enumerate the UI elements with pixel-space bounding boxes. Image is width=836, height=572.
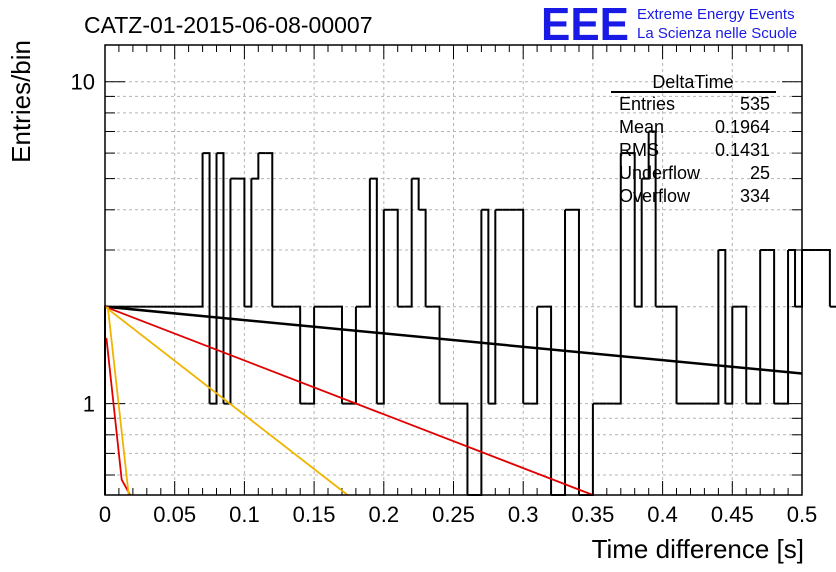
histogram-bin (335, 305, 343, 404)
histogram-bin (753, 249, 762, 405)
histogram-bin (362, 178, 371, 308)
histogram-bin (369, 177, 378, 404)
x-tick-label: 0.4 (647, 502, 678, 527)
histogram-bin (725, 306, 734, 405)
histogram-bin (460, 402, 469, 495)
stats-value-overflow: 334 (740, 186, 770, 206)
histogram-bin (585, 403, 594, 496)
histogram-bin (634, 178, 643, 308)
histogram-bin (209, 153, 218, 405)
eee-logo-line1: Extreme Energy Events (637, 6, 795, 23)
histogram-bin (627, 152, 636, 307)
stats-label-overflow: Overflow (619, 186, 691, 206)
fit-line (104, 305, 803, 375)
histogram-bin (244, 178, 253, 308)
histogram-bin (418, 208, 427, 307)
stats-label-underflow: Underflow (619, 163, 701, 183)
histogram-bin (251, 153, 260, 180)
plot-frame (104, 44, 803, 496)
histogram-bin (432, 305, 441, 404)
histogram-bin (202, 152, 211, 404)
histogram-bin (739, 305, 748, 404)
histogram-bin (216, 152, 225, 404)
histogram-bin (544, 305, 553, 495)
histogram-bin (558, 209, 567, 496)
fit-line (104, 305, 594, 496)
x-tick-label: 0.3 (508, 502, 539, 527)
stats-label-rms: RMS (619, 140, 659, 160)
histogram-bin (571, 208, 580, 495)
histogram-bin (669, 305, 678, 404)
eee-logo: EEE Extreme Energy Events La Scienza nel… (541, 0, 797, 50)
stats-value-rms: 0.1431 (715, 140, 770, 160)
chart-title: CATZ-01-2015-06-08-00007 (84, 12, 373, 38)
stats-label-mean: Mean (619, 117, 664, 137)
x-tick-label: 0.05 (153, 502, 196, 527)
histogram-bin (481, 208, 490, 404)
x-axis-label: Time difference [s] (592, 534, 804, 564)
x-tick-label: 0 (99, 502, 111, 527)
histogram-bin (293, 305, 302, 404)
y-axis-label: Entries/bin (6, 40, 36, 163)
histogram-bin (711, 249, 720, 405)
histogram-bin (613, 153, 622, 405)
stats-value-mean: 0.1964 (715, 117, 770, 137)
x-tick-label: 0.35 (571, 502, 614, 527)
fit-line (106, 306, 130, 496)
stats-value-entries: 535 (740, 94, 770, 114)
histogram-bin (781, 249, 790, 405)
histogram-bin (223, 178, 232, 405)
stats-box: DeltaTime Entries 535 Mean 0.1964 RMS 0.… (611, 72, 776, 206)
x-tick-label: 0.1 (229, 502, 260, 527)
x-tick-label: 0.25 (432, 502, 475, 527)
stats-box-title: DeltaTime (652, 72, 733, 92)
x-tick-label: 0.15 (293, 502, 336, 527)
fit-line (104, 305, 349, 496)
stats-value-underflow: 25 (750, 163, 770, 183)
y-tick-label: 10 (71, 70, 95, 95)
histogram-bin (822, 248, 831, 307)
x-tick-label: 0.5 (787, 502, 818, 527)
histogram-bin (237, 177, 246, 307)
grid (105, 45, 802, 495)
histogram-bin (376, 209, 385, 405)
histogram-bin (718, 248, 727, 404)
tick-labels: 0 0.05 0.1 0.15 0.2 0.25 0.3 0.35 0.4 0.45 0.5 1 10 (71, 70, 818, 527)
stats-label-entries: Entries (619, 94, 675, 114)
histogram-bin (195, 153, 204, 308)
histogram-bin (488, 209, 497, 405)
histogram (104, 130, 836, 496)
histogram-bin (307, 306, 316, 405)
histogram-bin (516, 208, 525, 404)
histogram-bin (641, 131, 650, 180)
histogram-bin (767, 248, 776, 404)
histogram-bin (795, 249, 803, 308)
x-tick-label: 0.2 (369, 502, 400, 527)
x-tick-label: 0.45 (711, 502, 754, 527)
histogram-bin (788, 248, 797, 307)
eee-logo-mark: EEE (541, 0, 629, 50)
histogram-bin (348, 306, 357, 405)
histogram-bin (404, 178, 413, 308)
histogram-bin (530, 306, 539, 405)
histogram-bin (411, 177, 420, 210)
histogram-bin (648, 130, 657, 307)
eee-logo-line2: La Scienza nelle Scuole (637, 25, 797, 42)
y-tick-label: 1 (83, 392, 95, 417)
histogram-bin (265, 152, 274, 307)
fit-lines (104, 305, 803, 496)
histogram-bin (390, 208, 399, 307)
